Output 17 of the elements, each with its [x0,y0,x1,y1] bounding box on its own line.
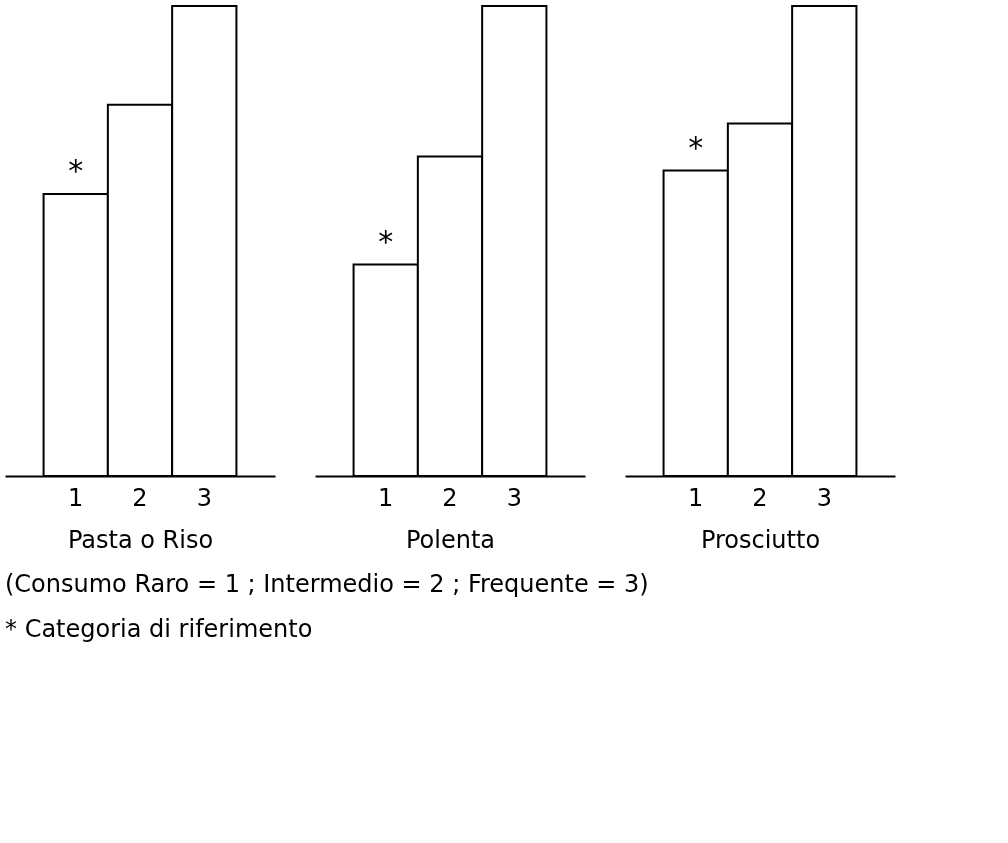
x-axis-title: Prosciutto [700,525,821,554]
annotation: * [378,223,394,259]
x-tick-label: 1 [378,483,394,512]
x-axis-title: Pasta o Riso [67,525,214,554]
x-tick-label: 2 [442,483,458,512]
x-tick-label: 1 [688,483,704,512]
text: * Categoria di riferimento [5,614,313,643]
text: (Consumo Raro = 1 ; Intermedio = 2 ; Frequente = 3) [5,569,649,598]
x-tick-label: 3 [506,483,522,512]
x-tick-label: 1 [68,483,84,512]
x-tick-label: 3 [816,483,832,512]
x-tick-label: 3 [196,483,212,512]
annotation: * [688,129,704,165]
x-tick-label: 2 [752,483,768,512]
x-axis-title: Polenta [405,525,496,554]
x-tick-label: 2 [132,483,148,512]
annotation: * [68,153,84,188]
